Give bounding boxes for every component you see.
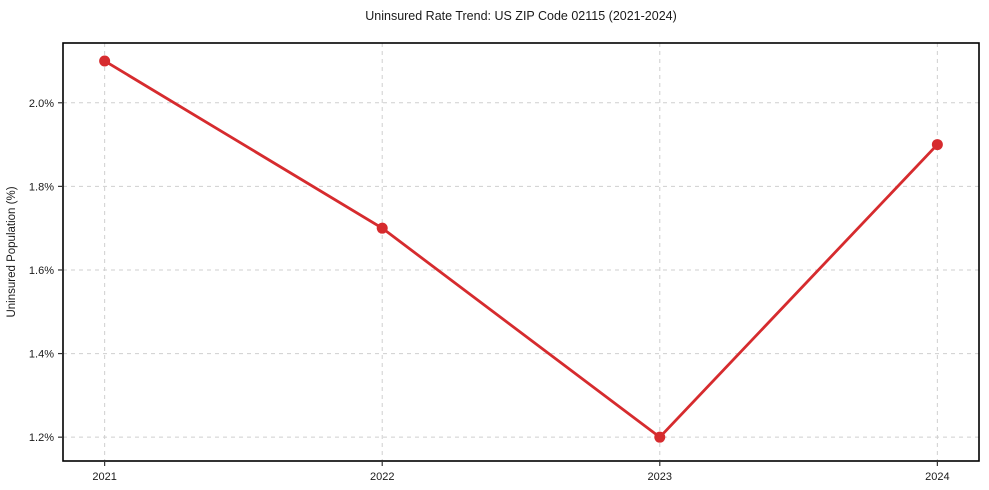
y-tick-label: 1.2%: [29, 432, 54, 444]
y-tick-label: 1.4%: [29, 349, 54, 361]
axis-tick-labels: 1.2% 1.4% 1.6% 1.8% 2.0% 2021 2022 2023 2024: [29, 98, 950, 483]
plot-border: [62, 42, 980, 462]
data-point: [376, 222, 388, 234]
x-tick-label: 2021: [92, 471, 116, 483]
y-tick-label: 1.8%: [29, 181, 54, 193]
data-series: [99, 55, 943, 443]
y-tick-label: 1.6%: [29, 265, 54, 277]
axis-ticks: [58, 102, 938, 466]
gridlines: [63, 43, 979, 461]
x-tick-label: 2022: [370, 471, 394, 483]
y-tick-label: 2.0%: [29, 98, 54, 110]
y-axis-label: Uninsured Population (%): [6, 186, 18, 317]
chart-title: Uninsured Rate Trend: US ZIP Code 02115 …: [365, 9, 677, 23]
data-point: [931, 139, 943, 151]
data-point: [99, 55, 111, 67]
trend-line: [103, 59, 939, 439]
data-point: [654, 431, 666, 443]
x-tick-label: 2024: [925, 471, 949, 483]
x-tick-label: 2023: [648, 471, 672, 483]
